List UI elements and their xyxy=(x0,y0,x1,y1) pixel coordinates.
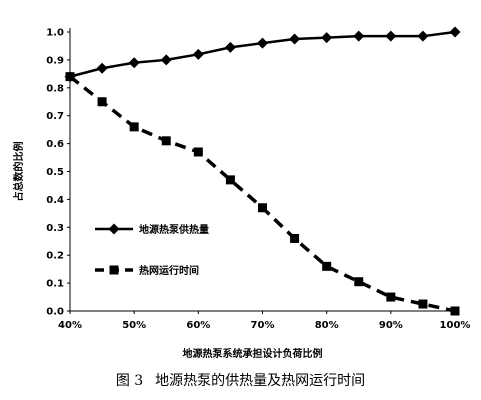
square-marker xyxy=(97,97,107,107)
diamond-marker xyxy=(353,30,365,42)
y-tick-label: 0.1 xyxy=(46,279,64,290)
square-marker xyxy=(193,147,203,157)
square-marker xyxy=(129,122,139,132)
y-tick-label: 0.5 xyxy=(46,167,64,178)
series-line xyxy=(68,75,456,313)
legend-label: 地源热泵供热量 xyxy=(139,223,209,236)
y-tick-label: 0.3 xyxy=(46,223,64,234)
x-tick-label: 50% xyxy=(122,320,146,331)
diamond-marker xyxy=(192,48,204,60)
x-tick-label: 60% xyxy=(186,320,210,331)
x-axis-title: 地源热泵系统承担设计负荷比例 xyxy=(183,347,323,360)
square-marker xyxy=(258,203,267,213)
square-marker xyxy=(161,136,171,146)
series-layer xyxy=(64,26,461,316)
y-tick-label: 0.7 xyxy=(46,111,64,122)
y-tick-label: 0.0 xyxy=(46,307,64,318)
tick-labels: 0.0 0.1 0.2 0.3 0.4 0.5 0.6 0.7 0.8 0.9 1.0 40% 50% 6… xyxy=(46,28,470,332)
square-marker xyxy=(290,233,300,243)
x-tick-label: 90% xyxy=(379,320,403,331)
figure-caption: 图 3 地源热泵的供热量及热网运行时间 xyxy=(0,370,481,390)
square-marker xyxy=(418,299,428,309)
figure-number: 图 3 xyxy=(115,373,144,389)
diamond-marker xyxy=(449,26,461,38)
square-marker xyxy=(322,261,332,271)
diamond-marker xyxy=(96,62,108,74)
y-tick-label: 0.8 xyxy=(46,83,64,94)
x-tick-label: 100% xyxy=(440,320,471,331)
diamond-marker xyxy=(160,54,172,66)
legend-marker xyxy=(108,223,120,235)
y-tick-label: 0.9 xyxy=(46,55,64,66)
y-tick-label: 1.0 xyxy=(46,28,64,39)
y-axis-title: 占总数的比例 xyxy=(12,142,25,202)
square-marker xyxy=(65,72,75,82)
figure-caption-text: 地源热泵的供热量及热网运行时间 xyxy=(155,373,366,389)
diamond-marker xyxy=(385,30,397,42)
square-marker xyxy=(450,306,460,316)
diamond-marker xyxy=(224,41,236,53)
y-tick-label: 0.6 xyxy=(46,139,64,150)
x-tick-label: 70% xyxy=(251,320,275,331)
x-tick-label: 80% xyxy=(315,320,339,331)
y-tick-label: 0.2 xyxy=(46,251,64,262)
diamond-marker xyxy=(417,30,429,42)
y-tick-label: 0.4 xyxy=(46,195,64,206)
diamond-marker xyxy=(289,33,301,45)
legend-label: 热网运行时间 xyxy=(139,264,199,277)
series-1 xyxy=(64,26,461,83)
square-marker xyxy=(225,175,235,185)
diamond-marker xyxy=(321,32,333,44)
square-marker xyxy=(354,277,364,287)
diamond-marker xyxy=(257,37,268,49)
legend-marker xyxy=(109,265,119,275)
series-2 xyxy=(65,72,460,316)
square-marker xyxy=(386,292,396,302)
diamond-marker xyxy=(128,57,140,69)
x-tick-label: 40% xyxy=(58,320,82,331)
line-chart: 0.0 0.1 0.2 0.3 0.4 0.5 0.6 0.7 0.8 0.9 1.0 40% 50% 6… xyxy=(12,26,470,360)
